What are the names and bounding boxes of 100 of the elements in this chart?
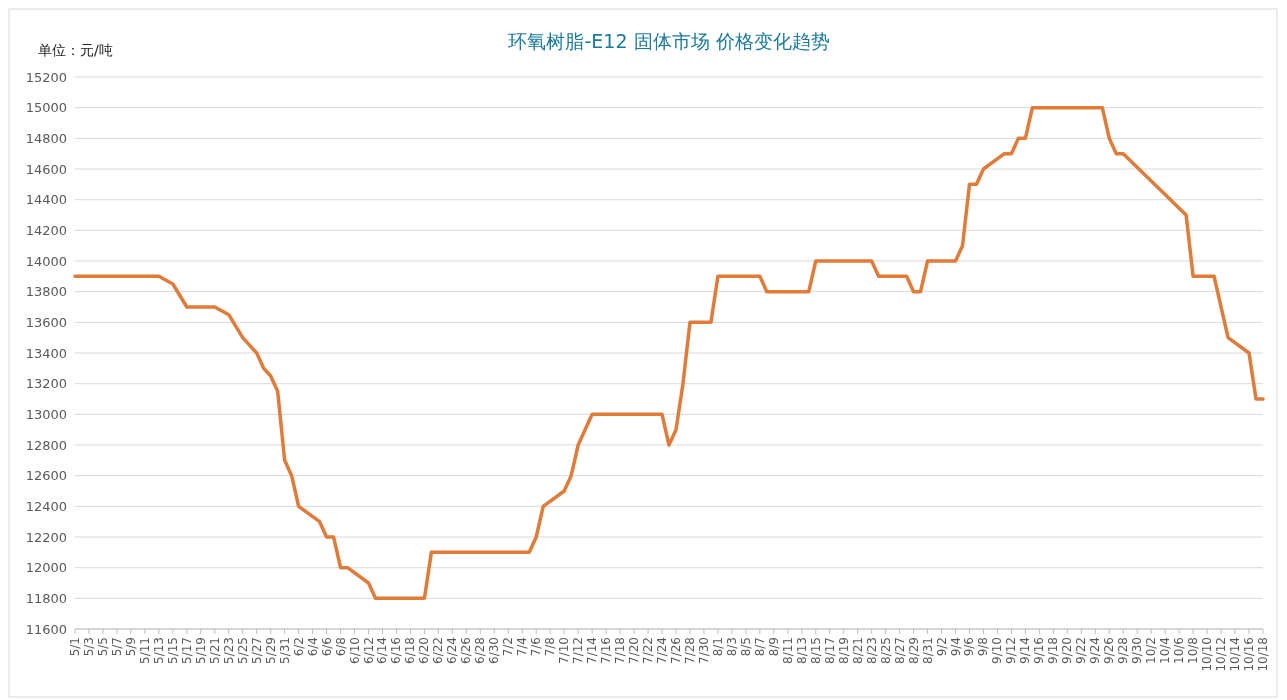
- line-series: [73, 105, 1265, 601]
- x-tick-label: 10/10: [1200, 637, 1215, 672]
- x-tick-label: 8/29: [906, 637, 921, 664]
- x-tick-label: 6/26: [459, 637, 474, 664]
- x-tick-label: 8/19: [836, 637, 851, 664]
- text: 单位：元/吨: [38, 42, 113, 58]
- y-tick-label: 11600: [25, 621, 67, 637]
- x-tick-label: 6/16: [389, 637, 404, 664]
- x-tick-label: 8/9: [766, 637, 781, 657]
- x-tick-label: 5/17: [179, 637, 194, 664]
- y-tick-label: 11800: [25, 590, 67, 606]
- x-tick-label: 8/3: [724, 637, 739, 657]
- x-tick-label: 10/14: [1228, 637, 1243, 672]
- x-tick-label: 5/29: [263, 637, 278, 664]
- y-tick-label: 12000: [25, 560, 67, 576]
- x-tick-label: 7/30: [696, 637, 711, 664]
- x-tick-label: 9/16: [1032, 637, 1047, 664]
- x-tick-label: 9/2: [934, 637, 949, 657]
- x-tick-label: 9/8: [976, 637, 991, 657]
- x-tick-label: 7/12: [571, 637, 586, 664]
- x-tick-label: 8/21: [850, 637, 865, 664]
- y-tick-label: 14200: [25, 222, 67, 238]
- chart-title: 环氧树脂-E12 固体市场 价格变化趋势: [508, 30, 830, 52]
- x-tick-label: 5/19: [193, 637, 208, 664]
- x-tick-label: 7/14: [585, 637, 600, 664]
- x-tick-label: 8/13: [794, 637, 809, 664]
- x-tick-label: 5/13: [151, 637, 166, 664]
- x-tick-label: 9/4: [948, 637, 963, 657]
- x-tick-label: 9/12: [1004, 637, 1019, 664]
- x-tick-label: 6/2: [291, 637, 306, 657]
- x-tick-label: 5/7: [109, 637, 124, 657]
- x-tick-label: 9/14: [1018, 637, 1033, 664]
- y-tick-label: 13600: [25, 314, 67, 330]
- y-tick-label: 12400: [25, 498, 67, 514]
- x-tick-label: 9/6: [962, 637, 977, 657]
- x-tick-label: 9/26: [1102, 637, 1117, 664]
- x-tick-label: 9/24: [1088, 637, 1103, 664]
- x-tick-label: 7/16: [599, 637, 614, 664]
- x-tick-label: 9/20: [1060, 637, 1075, 664]
- x-tick-label: 7/8: [543, 637, 558, 657]
- x-tick-label: 5/5: [95, 637, 110, 657]
- x-tick-label: 5/15: [165, 637, 180, 664]
- x-tick-label: 10/4: [1158, 637, 1173, 664]
- x-tick-label: 6/20: [417, 637, 432, 664]
- y-tick-label: 12800: [25, 437, 67, 453]
- x-tick-label: 10/8: [1186, 637, 1201, 664]
- x-tick-label: 8/15: [808, 637, 823, 664]
- y-tick-label: 13200: [25, 376, 67, 392]
- x-tick-label: 8/23: [864, 637, 879, 664]
- x-tick-label: 6/30: [487, 637, 502, 664]
- x-tick-label: 7/6: [529, 637, 544, 657]
- x-tick-label: 10/2: [1144, 637, 1159, 664]
- x-tick-label: 8/1: [710, 637, 725, 657]
- x-tick-label: 8/11: [780, 637, 795, 664]
- y-tick-label: 14000: [25, 253, 67, 269]
- x-tick-label: 6/14: [375, 637, 390, 664]
- x-tick-label: 10/16: [1242, 637, 1257, 672]
- x-tick-label: 7/2: [501, 637, 516, 657]
- y-tick-label: 12600: [25, 468, 67, 484]
- x-tick-label: 7/4: [515, 637, 530, 657]
- x-tick-label: 9/28: [1116, 637, 1131, 664]
- x-tick-label: 6/28: [473, 637, 488, 664]
- x-tick-label: 7/24: [655, 637, 670, 664]
- x-tick-label: 7/18: [613, 637, 628, 664]
- x-tick-label: 7/28: [682, 637, 697, 664]
- x-tick-label: 7/26: [668, 637, 683, 664]
- x-tick-label: 5/27: [249, 637, 264, 664]
- x-tick-label: 6/24: [445, 637, 460, 664]
- x-tick-label: 5/3: [81, 637, 96, 657]
- x-tick-label: 5/25: [235, 637, 250, 664]
- y-tick-label: 14600: [25, 161, 67, 177]
- x-tick-label: 9/30: [1130, 637, 1145, 664]
- x-tick-label: 10/18: [1256, 637, 1270, 672]
- x-tick-label: 7/22: [641, 637, 656, 664]
- y-tick-label: 15000: [25, 100, 67, 116]
- x-tick-label: 8/31: [920, 637, 935, 664]
- x-tick-label: 5/31: [277, 637, 292, 664]
- x-tick-label: 5/11: [137, 637, 152, 664]
- x-tick-label: 9/18: [1046, 637, 1061, 664]
- y-tick-label: 13000: [25, 406, 67, 422]
- x-tick-label: 6/4: [305, 637, 320, 657]
- x-tick-label: 8/5: [738, 637, 753, 657]
- y-tick-label: 14800: [25, 130, 67, 146]
- x-tick-label: 10/6: [1172, 637, 1187, 664]
- x-tick-label: 9/22: [1074, 637, 1089, 664]
- x-tick-label: 7/10: [557, 637, 572, 664]
- x-tick-label: 5/23: [221, 637, 236, 664]
- y-tick-label: 14400: [25, 192, 67, 208]
- x-tick-label: 6/6: [319, 637, 334, 657]
- x-tick-label: 10/12: [1214, 637, 1229, 672]
- x-tick-label: 5/9: [123, 637, 138, 657]
- x-tick-label: 6/8: [333, 637, 348, 657]
- x-tick-label: 6/22: [431, 637, 446, 664]
- x-tick-label: 6/10: [347, 637, 362, 664]
- x-tick-label: 7/20: [627, 637, 642, 664]
- x-tick-label: 6/18: [403, 637, 418, 664]
- y-tick-label: 13800: [25, 284, 67, 300]
- x-tick-label: 8/7: [752, 637, 767, 657]
- y-tick-label: 15200: [25, 69, 67, 85]
- y-tick-label: 12200: [25, 529, 67, 545]
